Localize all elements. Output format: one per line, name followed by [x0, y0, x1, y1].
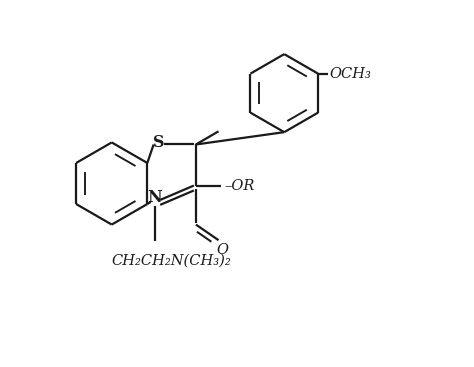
- Text: N: N: [147, 189, 162, 206]
- Text: CH₂CH₂N(CH₃)₂: CH₂CH₂N(CH₃)₂: [111, 253, 231, 267]
- Text: S: S: [153, 134, 164, 151]
- Text: –OR: –OR: [225, 179, 255, 193]
- Text: O: O: [217, 243, 228, 257]
- Text: OCH₃: OCH₃: [329, 67, 372, 81]
